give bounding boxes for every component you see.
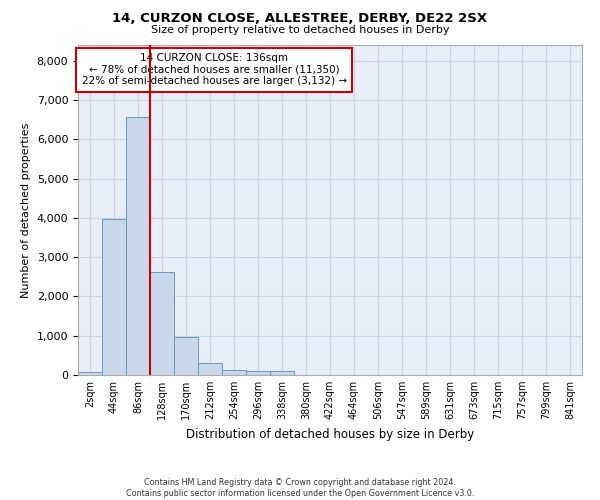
Bar [102, 218, 126, 375]
Bar [150, 272, 174, 375]
Text: 14, CURZON CLOSE, ALLESTREE, DERBY, DE22 2SX: 14, CURZON CLOSE, ALLESTREE, DERBY, DE22… [112, 12, 488, 26]
Y-axis label: Number of detached properties: Number of detached properties [21, 122, 31, 298]
Bar [174, 338, 198, 375]
Bar [126, 116, 150, 375]
Bar [78, 372, 102, 375]
Bar [222, 370, 246, 375]
Text: Contains HM Land Registry data © Crown copyright and database right 2024.
Contai: Contains HM Land Registry data © Crown c… [126, 478, 474, 498]
X-axis label: Distribution of detached houses by size in Derby: Distribution of detached houses by size … [186, 428, 474, 440]
Bar [246, 371, 270, 375]
Bar [270, 372, 294, 375]
Bar [198, 363, 222, 375]
Text: Size of property relative to detached houses in Derby: Size of property relative to detached ho… [151, 25, 449, 35]
Text: 14 CURZON CLOSE: 136sqm
← 78% of detached houses are smaller (11,350)
22% of sem: 14 CURZON CLOSE: 136sqm ← 78% of detache… [82, 53, 347, 86]
